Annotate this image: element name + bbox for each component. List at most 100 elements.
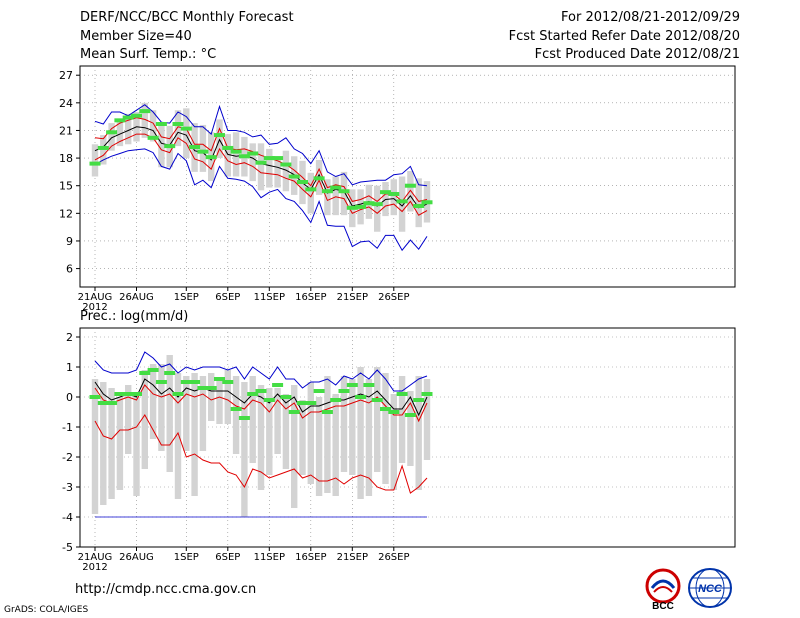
obs-marker [404,183,416,188]
spread-box [307,382,314,484]
obs-marker [288,410,300,414]
spread-box [232,132,240,177]
precip-label: Prec.: log(mm/d) [80,309,189,324]
spread-box [398,376,406,463]
spread-box [340,376,348,472]
spread-box [324,376,331,493]
spread-box [374,367,381,472]
obs-marker [205,386,217,390]
y-tick-label: 24 [59,97,73,110]
obs-marker [122,115,134,120]
obs-marker [255,160,267,165]
spread-box [224,370,231,424]
spread-box [307,172,314,214]
obs-marker [172,392,184,396]
spread-box [282,150,290,192]
series-line-upper-red [94,117,428,203]
spread-box [340,171,348,216]
obs-marker [305,401,317,405]
series-line-min-blue [94,148,428,252]
obs-marker [346,205,358,210]
obs-marker [355,395,367,399]
x-tick-label: 21SEP [337,552,368,563]
obs-marker [106,401,118,405]
obs-marker [222,380,234,384]
obs-marker [147,135,159,140]
obs-marker [288,174,300,179]
spread-box [149,110,157,142]
spread-box [291,385,298,508]
spread-box [108,388,115,499]
spread-box [224,134,231,177]
spread-box [415,376,422,490]
spread-box [274,388,281,454]
spread-box [299,400,306,475]
obs-marker [131,113,142,118]
spread-box [158,364,165,451]
spread-box [199,376,207,451]
spread-box [241,382,248,517]
spread-box [315,397,323,496]
obs-marker [305,187,317,192]
x-tick-label: 11SEP [254,552,285,563]
spread-box [282,394,290,469]
spread-box [332,176,339,216]
obs-marker [122,392,134,396]
obs-marker [263,156,275,161]
obs-marker [297,401,308,405]
spread-box [357,367,364,499]
y-tick-label: 27 [59,69,73,82]
spread-box [183,376,190,451]
produced-date: Fcst Produced Date 2012/08/21 [534,47,740,62]
obs-marker [313,176,325,181]
spread-box [398,176,406,232]
y-tick-label: 6 [66,263,73,276]
obs-marker [230,149,242,154]
obs-marker [388,410,400,414]
start-date: Fcst Started Refer Date 2012/08/20 [508,29,740,44]
obs-marker [106,130,118,135]
spread-box [91,144,99,177]
obs-marker [263,398,275,402]
obs-marker [321,189,333,194]
obs-marker [89,161,101,166]
obs-marker [214,133,225,138]
bcc-logo: BCC [645,568,681,612]
spread-box [266,388,273,475]
obs-marker [380,190,391,195]
obs-marker [164,371,176,375]
obs-marker [89,395,101,399]
obs-marker [247,392,259,396]
series-line-max-blue [94,104,428,187]
x-year-label: 2012 [82,562,107,573]
spread-box [232,376,240,454]
series-line-ensemble-mean [94,378,428,417]
source-url[interactable]: http://cmdp.ncc.cma.gov.cn [75,582,257,597]
variable-label: Mean Surf. Temp.: °C [80,47,217,62]
spread-box [390,179,397,216]
bcc-logo-text: BCC [652,601,674,612]
spread-box [149,364,157,439]
spread-box [100,382,107,505]
obs-marker [155,380,167,384]
spread-box [174,110,182,147]
spread-box [141,370,148,469]
spread-box [249,376,256,463]
obs-marker [155,122,167,127]
chart-title: DERF/NCC/BCC Monthly Forecast [80,10,294,25]
spread-box [108,123,115,151]
spread-box [349,379,356,475]
spread-box [125,385,132,454]
obs-marker [114,118,126,123]
obs-marker [396,392,408,396]
y-tick-label: -3 [62,481,73,494]
obs-marker [355,204,367,209]
obs-marker [97,145,109,150]
obs-marker [297,180,308,185]
spread-box [191,373,198,496]
obs-marker [280,162,292,167]
obs-marker [421,392,433,396]
obs-marker [380,407,391,411]
y-tick-label: -5 [62,541,73,554]
obs-marker [338,389,350,393]
